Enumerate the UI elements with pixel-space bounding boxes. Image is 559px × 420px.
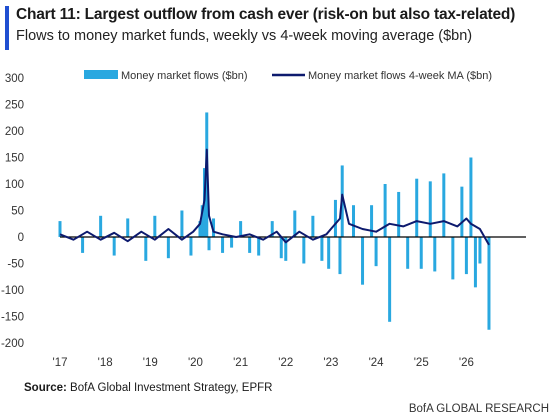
weekly-flow-bar (239, 221, 243, 237)
weekly-flow-bar (180, 210, 184, 237)
weekly-flow-bar (406, 237, 410, 269)
weekly-flow-bar (338, 237, 342, 275)
y-tick-label: 50 (11, 206, 24, 218)
chart-title: Chart 11: Largest outflow from cash ever… (16, 6, 516, 23)
weekly-flow-bar (374, 237, 378, 267)
chart-area: 300 250 200 150 100 50 0 -50 -100 -150 -200 '17 '18… (1, 70, 526, 369)
weekly-flow-bar (189, 237, 193, 256)
x-tick-label: '17 (53, 357, 68, 369)
source-note: Source: BofA Global Investment Strategy,… (24, 382, 272, 394)
weekly-flow-bar (478, 237, 482, 264)
weekly-flow-bar (352, 205, 356, 237)
weekly-flow-bar (442, 173, 446, 237)
weekly-flow-bar (257, 237, 261, 256)
legend: Money market flows ($bn) Money market flo… (84, 70, 492, 82)
x-tick-label: '21 (233, 357, 248, 369)
weekly-flow-bar (473, 237, 477, 288)
weekly-flow-bar (144, 237, 148, 261)
chart-subtitle: Flows to money market funds, weekly vs 4… (16, 28, 473, 44)
ma-series-line (59, 148, 490, 246)
y-tick-label: -150 (1, 312, 24, 324)
y-tick-label: 200 (5, 126, 24, 138)
weekly-flow-bar (333, 199, 337, 237)
y-tick-label: 0 (18, 232, 24, 244)
x-tick-label: '26 (459, 357, 474, 369)
x-tick-label: '22 (278, 357, 293, 369)
weekly-flow-bar (460, 186, 464, 237)
weekly-flow-bar (99, 215, 103, 237)
weekly-flow-bar (230, 237, 234, 248)
weekly-flow-bar (221, 237, 225, 253)
x-axis: '17 '18 '19 '20 '21 '22 '23 '24 '25 '26 (53, 357, 474, 369)
x-tick-label: '18 (98, 357, 113, 369)
weekly-flow-bar (279, 237, 283, 259)
source-label: Source: (24, 382, 67, 394)
weekly-flow-bar (248, 237, 252, 253)
weekly-flow-bar (81, 237, 85, 253)
weekly-flow-bar (419, 237, 423, 269)
ma-line-group (59, 148, 490, 246)
weekly-flow-bar (126, 218, 130, 237)
weekly-flow-bar (311, 215, 315, 237)
weekly-flow-bar (361, 237, 365, 285)
weekly-flow-bar (284, 237, 288, 261)
weekly-flow-bar (388, 237, 392, 322)
weekly-flow-bar (270, 221, 274, 237)
weekly-flow-bar (153, 215, 157, 237)
y-tick-label: -100 (1, 285, 24, 297)
weekly-flow-bar (320, 237, 324, 261)
weekly-flow-bar (451, 237, 455, 280)
weekly-flow-bar (327, 237, 331, 269)
legend-label-weekly: Money market flows ($bn) (121, 70, 248, 82)
weekly-flow-bar (198, 221, 202, 237)
x-tick-label: '19 (143, 357, 158, 369)
brand-footer: BofA GLOBAL RESEARCH (408, 403, 549, 415)
x-tick-label: '20 (188, 357, 203, 369)
weekly-flow-bar (428, 181, 432, 237)
weekly-flow-bar (487, 237, 491, 330)
legend-label-ma: Money market flows 4-week MA ($bn) (308, 70, 492, 82)
x-tick-label: '24 (369, 357, 385, 369)
weekly-flow-bar (200, 205, 204, 237)
source-text: BofA Global Investment Strategy, EPFR (70, 382, 273, 394)
weekly-flow-bar (302, 237, 306, 264)
weekly-flow-bar (370, 205, 374, 237)
weekly-flow-bar (433, 237, 437, 272)
weekly-flow-bar (383, 184, 387, 237)
weekly-flow-bar (293, 210, 297, 237)
y-tick-label: -50 (7, 259, 24, 271)
y-tick-label: -200 (1, 338, 24, 350)
weekly-flow-bar (212, 218, 216, 237)
y-tick-label: 250 (5, 100, 24, 112)
y-tick-label: 100 (5, 179, 24, 191)
weekly-flow-bar (112, 237, 116, 256)
x-tick-label: '25 (414, 357, 429, 369)
weekly-flow-bar (397, 191, 401, 237)
weekly-flow-bar (166, 237, 170, 259)
weekly-flow-bar (415, 178, 419, 237)
weekly-bars (58, 112, 491, 330)
y-tick-label: 300 (5, 73, 24, 85)
title-accent-bar (5, 6, 9, 50)
weekly-flow-bar (469, 157, 473, 237)
weekly-flow-bar (464, 237, 468, 275)
weekly-flow-bar (207, 237, 211, 251)
weekly-flow-bar (58, 221, 62, 237)
y-tick-label: 150 (5, 153, 24, 165)
legend-swatch-weekly (84, 70, 118, 79)
y-axis: 300 250 200 150 100 50 0 -50 -100 -150 -200 (1, 73, 24, 350)
x-tick-label: '23 (323, 357, 338, 369)
